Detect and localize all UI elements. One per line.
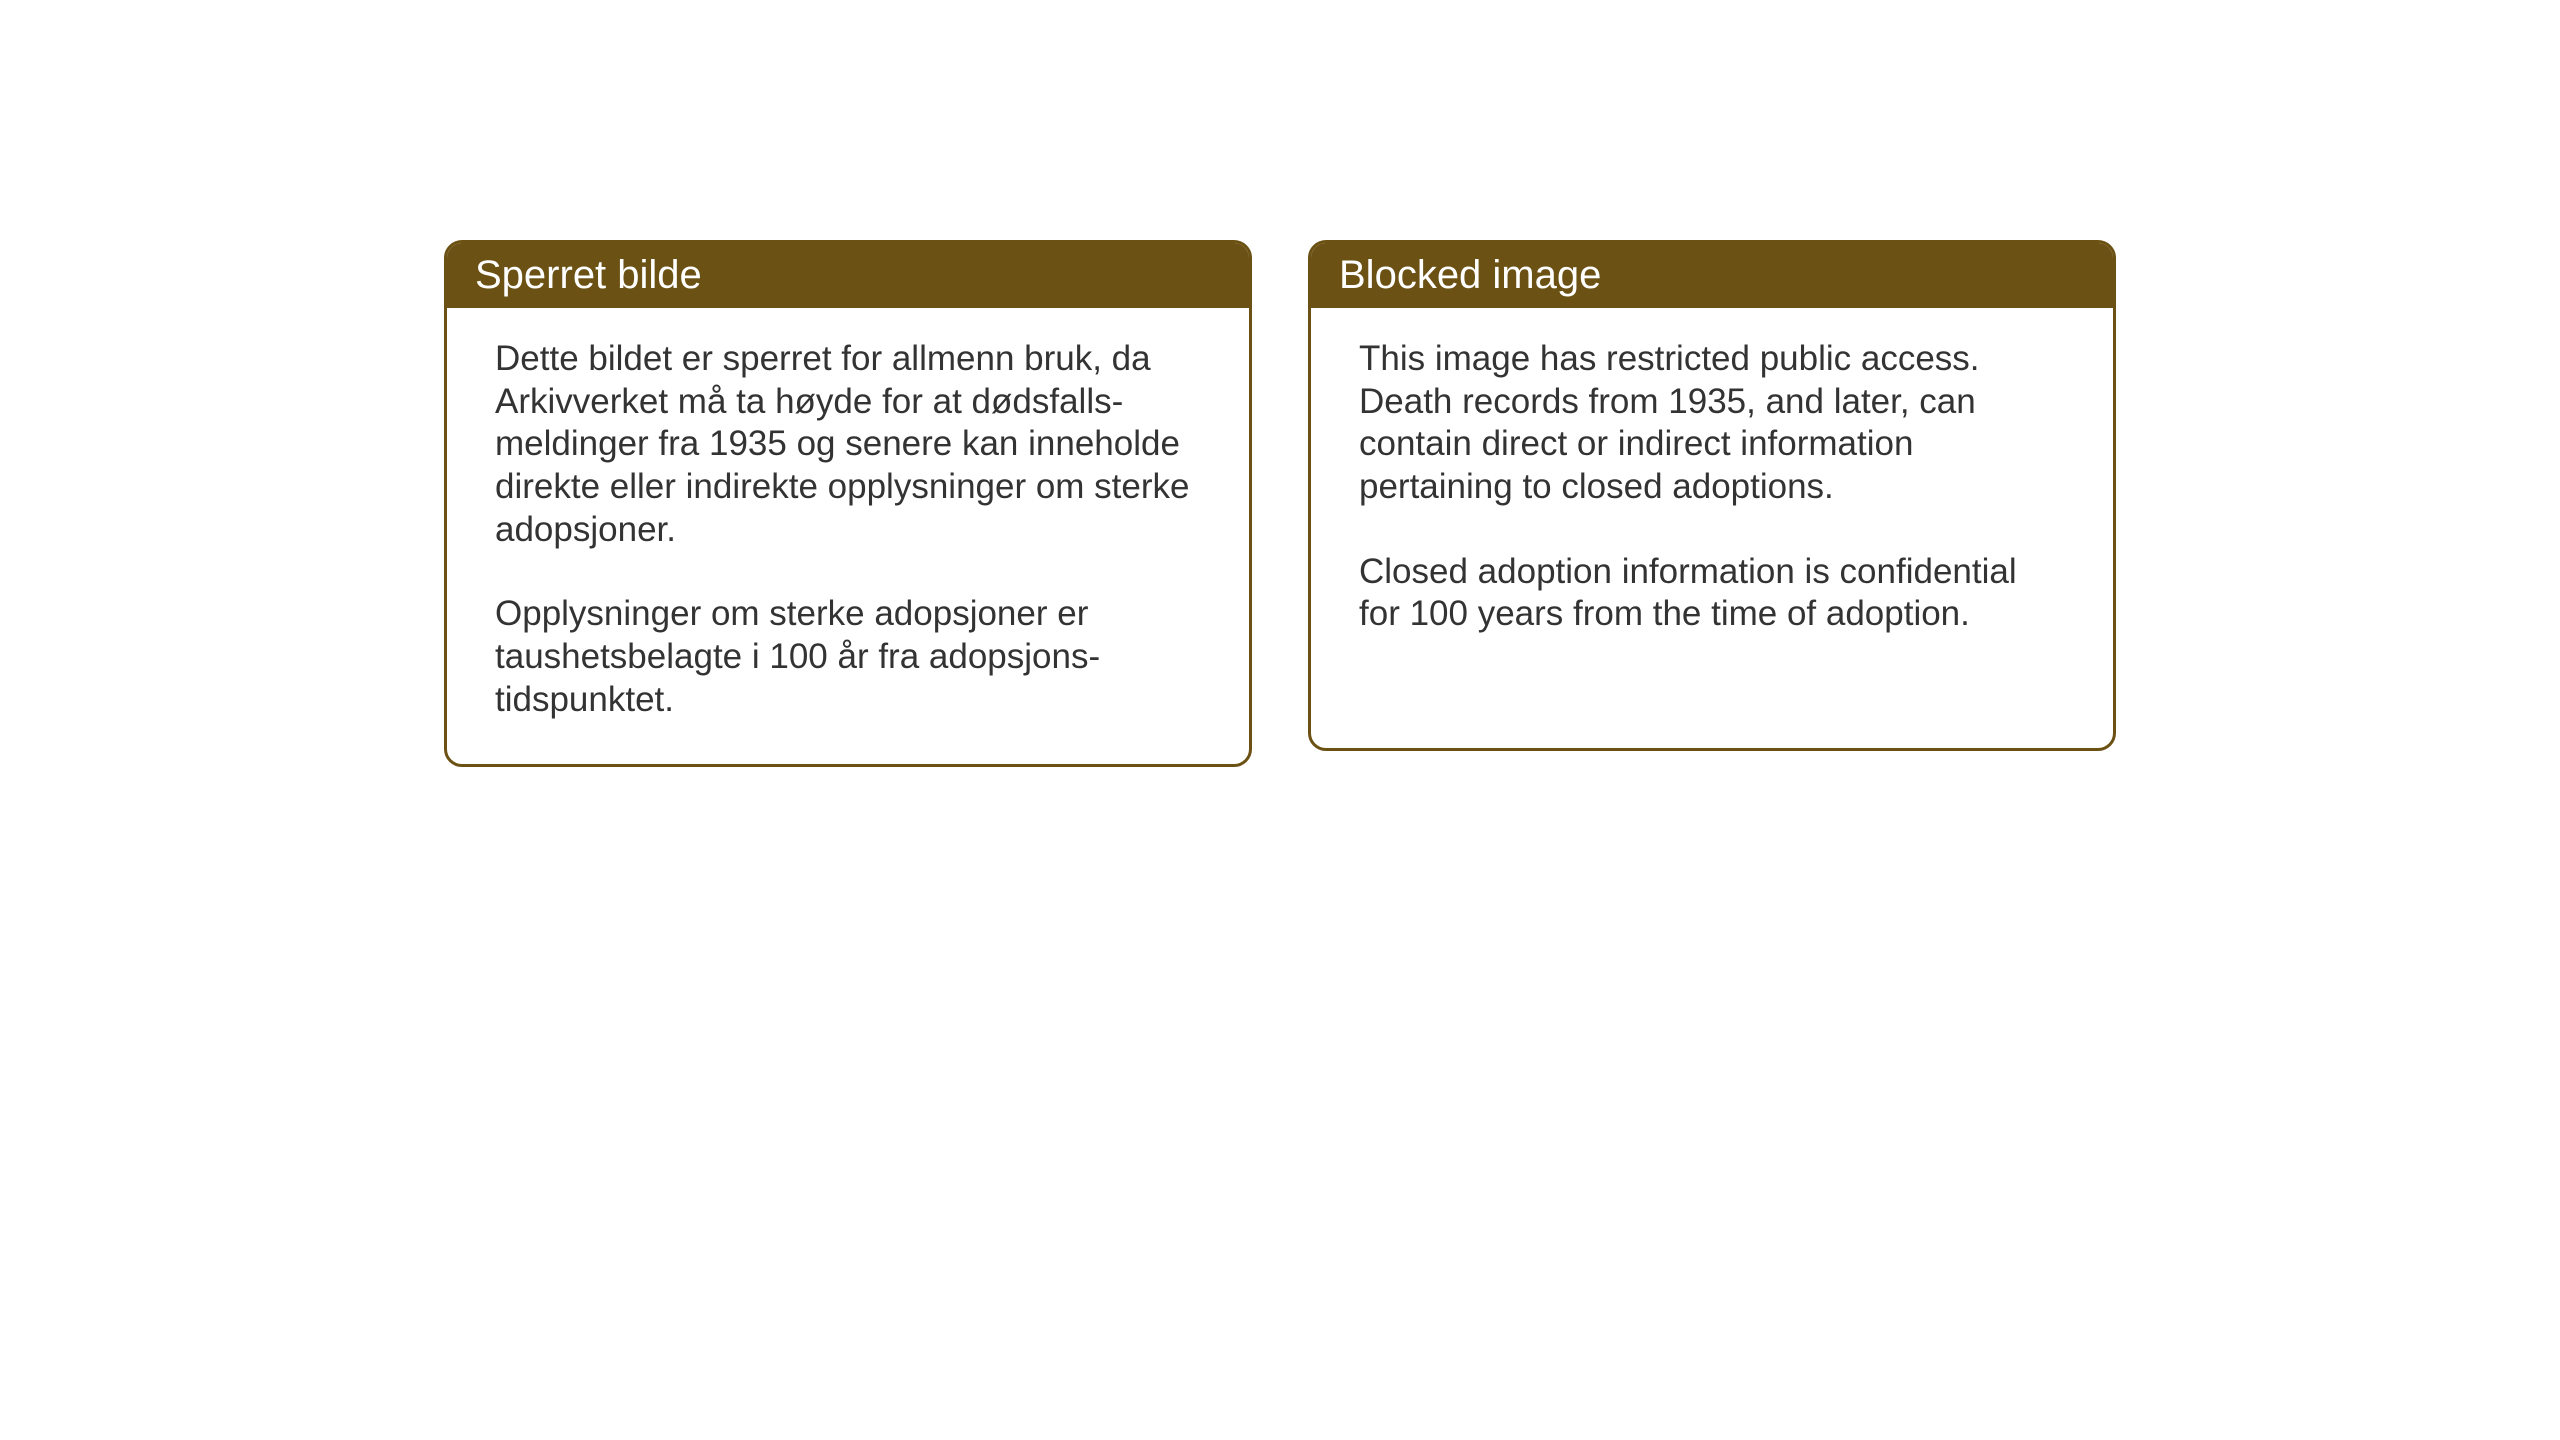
norwegian-paragraph-1: Dette bildet er sperret for allmenn bruk… <box>495 338 1201 551</box>
english-card-title: Blocked image <box>1311 243 2113 308</box>
english-notice-card: Blocked image This image has restricted … <box>1308 240 2116 751</box>
english-paragraph-2: Closed adoption information is confident… <box>1359 551 2065 636</box>
norwegian-notice-card: Sperret bilde Dette bildet er sperret fo… <box>444 240 1252 767</box>
norwegian-card-title: Sperret bilde <box>447 243 1249 308</box>
norwegian-paragraph-2: Opplysninger om sterke adopsjoner er tau… <box>495 593 1201 721</box>
english-paragraph-1: This image has restricted public access.… <box>1359 338 2065 509</box>
notice-container: Sperret bilde Dette bildet er sperret fo… <box>444 240 2116 767</box>
norwegian-card-body: Dette bildet er sperret for allmenn bruk… <box>447 308 1249 764</box>
english-card-body: This image has restricted public access.… <box>1311 308 2113 678</box>
